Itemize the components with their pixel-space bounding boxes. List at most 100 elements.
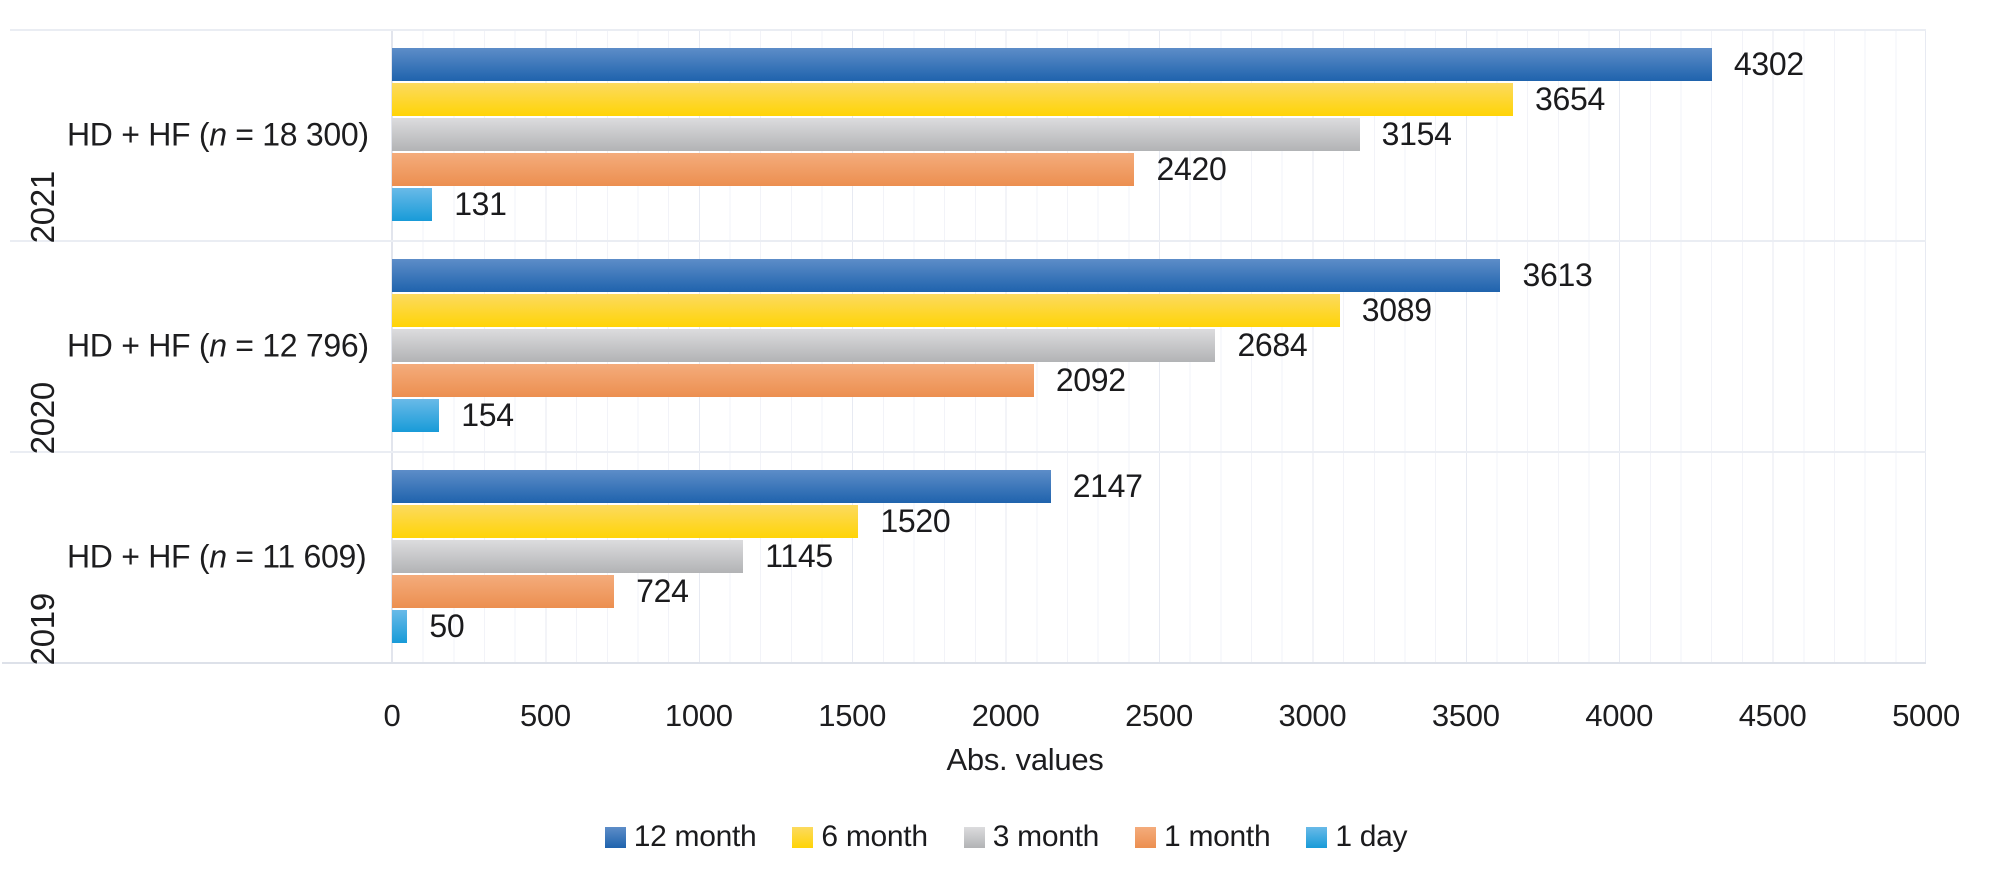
group-label-prefix: HD + HF ( — [67, 538, 210, 574]
x-tick-4000: 4000 — [1585, 698, 1654, 733]
bar-1-month-2021 — [392, 153, 1135, 186]
bar-line-1-month-2019: 724 — [392, 575, 1926, 608]
category-rows: 2021 HD + HF (n = 18 300) 4302 3654 3154 2420… — [10, 29, 1926, 665]
legend-item-3-month: 3 month — [963, 820, 1100, 854]
legend-item-12-month: 12 month — [604, 820, 757, 854]
bar-line-3-month-2021: 3154 — [392, 118, 1926, 151]
x-tick-0: 0 — [383, 698, 401, 733]
row-separator-1 — [10, 240, 1926, 242]
x-tick-2500: 2500 — [1125, 698, 1193, 733]
x-tick-2000: 2000 — [971, 698, 1040, 733]
x-tick-4500: 4500 — [1738, 698, 1807, 733]
legend-item-6-month: 6 month — [792, 820, 928, 854]
bar-value-3-month-2020: 2684 — [1237, 327, 1308, 363]
bar-line-1-month-2021: 2420 — [392, 153, 1926, 186]
group-label-prefix: HD + HF ( — [67, 327, 210, 363]
bar-line-1-day-2019: 50 — [392, 610, 1926, 643]
bar-value-1-month-2020: 2092 — [1055, 362, 1126, 398]
legend-item-1-month: 1 month — [1135, 820, 1271, 854]
bar-line-1-day-2020: 154 — [392, 399, 1926, 432]
category-row-2019: 2019 HD + HF (n = 11 609) 2147 1520 1145 724 5… — [10, 451, 1926, 665]
category-label-zone-2019: 2019 HD + HF (n = 11 609) — [10, 451, 392, 665]
category-row-2020: 2020 HD + HF (n = 12 796) 3613 3089 2684 2092… — [10, 240, 1926, 454]
legend-label-1-month: 1 month — [1164, 820, 1271, 853]
legend-item-1-day: 1 day — [1306, 820, 1408, 854]
legend-label-1-day: 1 day — [1335, 820, 1408, 853]
bar-value-12-month-2019: 2147 — [1072, 468, 1143, 504]
bar-value-1-day-2020: 154 — [461, 397, 514, 433]
bar-6-month-2019 — [392, 505, 859, 538]
bar-12-month-2020 — [392, 259, 1501, 292]
legend-label-3-month: 3 month — [992, 820, 1100, 853]
bar-value-6-month-2020: 3089 — [1361, 292, 1432, 328]
bar-line-1-month-2020: 2092 — [392, 364, 1926, 397]
x-tick-1000: 1000 — [664, 698, 733, 733]
bar-line-6-month-2021: 3654 — [392, 83, 1926, 116]
legend-marker-3-month — [963, 826, 985, 848]
bar-value-6-month-2019: 1520 — [880, 503, 951, 539]
group-label-2020: HD + HF (n = 12 796) — [67, 327, 369, 364]
legend-marker-1-day — [1306, 826, 1328, 848]
group-label-n-italic: n — [209, 538, 227, 574]
bar-6-month-2020 — [392, 294, 1340, 327]
row-separator-top — [10, 29, 1926, 31]
bar-value-1-day-2019: 50 — [429, 608, 465, 644]
bars-2020: 3613 3089 2684 2092 154 — [392, 240, 1926, 451]
bar-line-6-month-2019: 1520 — [392, 505, 1926, 538]
bar-value-1-month-2021: 2420 — [1156, 151, 1227, 187]
x-axis-line — [2, 662, 1926, 664]
bar-12-month-2021 — [392, 48, 1712, 81]
group-label-2021: HD + HF (n = 18 300) — [67, 116, 369, 153]
x-tick-500: 500 — [519, 698, 571, 733]
bar-value-1-month-2019: 724 — [636, 573, 689, 609]
year-label-2020: 2020 — [24, 381, 61, 454]
x-tick-3000: 3000 — [1278, 698, 1347, 733]
group-label-suffix: = 18 300) — [226, 116, 369, 152]
category-label-zone-2021: 2021 HD + HF (n = 18 300) — [10, 29, 392, 243]
bar-1-day-2019 — [392, 610, 408, 643]
bar-line-6-month-2020: 3089 — [392, 294, 1926, 327]
bar-line-12-month-2021: 4302 — [392, 48, 1926, 81]
legend: 12 month 6 month 3 month 1 month 1 day — [0, 820, 2012, 854]
group-label-suffix: = 11 609) — [226, 538, 367, 574]
bar-6-month-2021 — [392, 83, 1514, 116]
bar-value-12-month-2021: 4302 — [1733, 46, 1804, 82]
bar-line-12-month-2020: 3613 — [392, 259, 1926, 292]
x-tick-5000: 5000 — [1892, 698, 1960, 733]
bar-value-6-month-2021: 3654 — [1535, 81, 1606, 117]
bar-line-12-month-2019: 2147 — [392, 470, 1926, 503]
group-label-suffix: = 12 796) — [226, 327, 369, 363]
x-axis-ticks: 0 500 1000 1500 2000 2500 3000 3500 4000 4500 5000 — [384, 698, 1961, 736]
row-separator-2 — [10, 451, 1926, 453]
x-tick-3500: 3500 — [1431, 698, 1500, 733]
bar-3-month-2021 — [392, 118, 1360, 151]
legend-label-12-month: 12 month — [633, 820, 757, 853]
bar-1-day-2020 — [392, 399, 440, 432]
bar-value-3-month-2019: 1145 — [765, 538, 833, 574]
legend-label-6-month: 6 month — [821, 820, 928, 853]
year-label-2021: 2021 — [24, 170, 61, 243]
bar-12-month-2019 — [392, 470, 1051, 503]
bar-line-1-day-2021: 131 — [392, 188, 1926, 221]
x-tick-1500: 1500 — [818, 698, 887, 733]
group-label-n-italic: n — [209, 327, 227, 363]
bar-1-month-2019 — [392, 575, 615, 608]
x-axis-title: Abs. values — [946, 742, 1104, 777]
year-label-2019: 2019 — [24, 592, 61, 665]
legend-marker-1-month — [1135, 826, 1157, 848]
category-label-zone-2020: 2020 HD + HF (n = 12 796) — [10, 240, 392, 454]
group-label-prefix: HD + HF ( — [67, 116, 210, 152]
bars-2021: 4302 3654 3154 2420 131 — [392, 29, 1926, 240]
bar-value-1-day-2021: 131 — [454, 186, 507, 222]
bar-1-month-2020 — [392, 364, 1034, 397]
legend-marker-12-month — [604, 826, 626, 848]
bar-value-3-month-2021: 3154 — [1381, 116, 1452, 152]
category-row-2021: 2021 HD + HF (n = 18 300) 4302 3654 3154 2420… — [10, 29, 1926, 243]
bars-2019: 2147 1520 1145 724 50 — [392, 451, 1926, 662]
bar-line-3-month-2020: 2684 — [392, 329, 1926, 362]
bar-3-month-2020 — [392, 329, 1216, 362]
bar-line-3-month-2019: 1145 — [392, 540, 1926, 573]
bar-value-12-month-2020: 3613 — [1522, 257, 1593, 293]
bar-3-month-2019 — [392, 540, 744, 573]
